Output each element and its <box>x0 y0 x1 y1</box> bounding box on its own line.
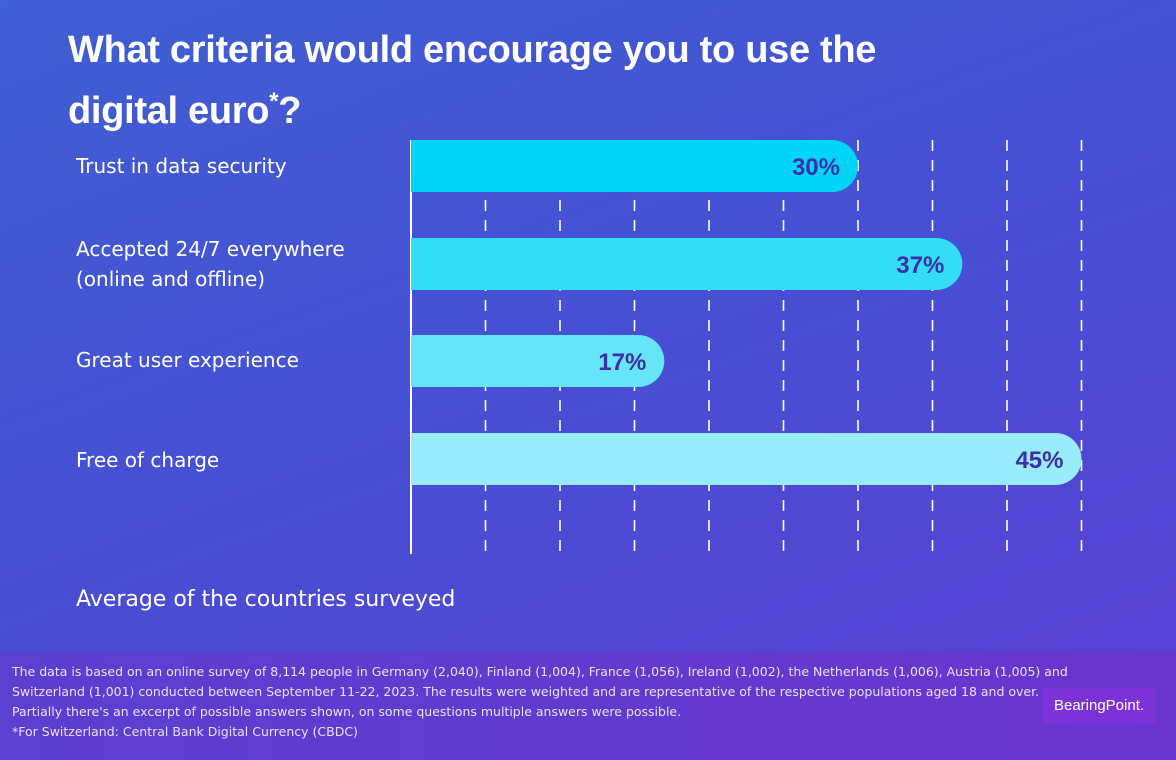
footer-line: *For Switzerland: Central Bank Digital C… <box>12 724 358 739</box>
bar <box>411 140 858 192</box>
bar <box>411 433 1082 485</box>
footer-line: The data is based on an online survey of… <box>12 664 1068 679</box>
bearingpoint-logo: BearingPoint. <box>1042 688 1156 724</box>
bar <box>411 238 963 290</box>
chart-title: What criteria would encourage you to use… <box>68 24 928 137</box>
footer-line: Switzerland (1,001) conducted between Se… <box>12 684 1040 699</box>
bar-value-label: 45% <box>1015 447 1063 474</box>
category-label: Great user experience <box>76 348 299 372</box>
chart-title-marker: * <box>269 88 279 115</box>
category-label: Trust in data security <box>76 154 287 178</box>
bar-value-label: 17% <box>598 349 646 376</box>
chart-title-end: ? <box>278 90 302 132</box>
chart-note: Average of the countries surveyed <box>76 587 456 612</box>
chart-title-text: What criteria would encourage you to use… <box>68 29 877 132</box>
bar-chart: 30% 37% 17% 45% <box>411 140 1082 485</box>
category-label: Free of charge <box>76 448 220 472</box>
footer: The data is based on an online survey of… <box>0 652 1176 760</box>
bar <box>411 335 665 387</box>
category-label: Accepted 24/7 everywhere (online and offl… <box>76 237 345 291</box>
footer-text: The data is based on an online survey of… <box>12 662 1172 742</box>
bar-value-label: 37% <box>896 252 944 279</box>
footer-line: Partially there's an excerpt of possible… <box>12 704 682 719</box>
bar-value-label: 30% <box>792 154 840 181</box>
